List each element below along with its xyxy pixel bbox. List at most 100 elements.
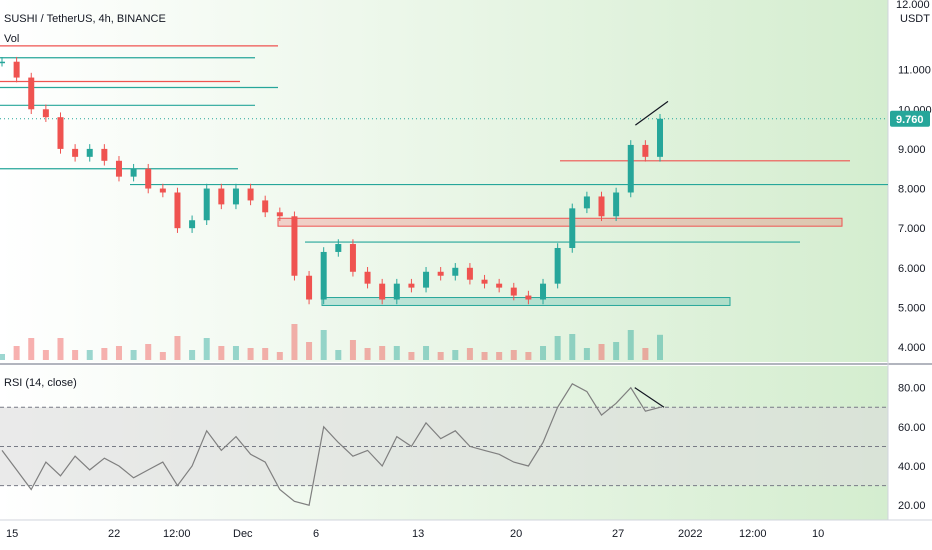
volume-bar (598, 344, 605, 360)
candle-body (437, 271, 444, 276)
volume-group (0, 324, 663, 360)
time-tick-label: 2022 (678, 528, 702, 540)
candle-body (72, 148, 79, 157)
price-tick-label: 5.000 (898, 302, 926, 314)
candle-body (525, 295, 532, 300)
candle-body (86, 148, 93, 157)
rsi-series-line (1, 383, 661, 506)
candle-body (481, 279, 488, 284)
price-tick-label: 4.000 (898, 342, 926, 354)
candle-body (203, 188, 210, 221)
volume-bar (642, 348, 649, 360)
volume-bar (174, 336, 181, 360)
candle-body (642, 144, 649, 157)
rsi-levels-group (0, 406, 888, 487)
price-tick-label: 6.000 (898, 263, 926, 275)
time-tick-label: 15 (6, 528, 18, 540)
volume-bar (481, 352, 488, 360)
rsi-series-group (1, 383, 661, 506)
volume-bar (262, 348, 269, 360)
time-tick-label: 20 (510, 528, 522, 540)
rsi-tick-label: 40.00 (898, 461, 926, 473)
candle-body (115, 160, 122, 177)
rsi-axis[interactable]: 80.00 60.00 40.00 20.00 (898, 383, 926, 513)
candle-body (262, 200, 269, 213)
volume-bar (291, 324, 298, 360)
volume-bar (28, 338, 35, 360)
candle-body (349, 244, 356, 272)
price-axis[interactable]: 11.00010.0009.0008.0007.0006.0005.0004.0… (898, 65, 932, 354)
volume-bar (349, 340, 356, 360)
time-tick-label: 13 (412, 528, 424, 540)
candle-body (42, 109, 49, 118)
candle-body (13, 61, 20, 78)
volume-bar (42, 350, 49, 360)
volume-bar (232, 346, 239, 360)
volume-bar (130, 350, 137, 360)
candle-body (159, 188, 166, 193)
volume-bar (423, 346, 430, 360)
candle-body (379, 283, 386, 300)
rsi-tick-label: 80.00 (898, 383, 926, 395)
symbol-title: SUSHI / TetherUS, 4h, BINANCE (4, 13, 166, 25)
volume-bar (627, 330, 634, 360)
volume-bar (569, 334, 576, 360)
rsi-trendline[interactable] (634, 387, 665, 408)
time-tick-label: 27 (612, 528, 624, 540)
volume-bar (72, 350, 79, 360)
candle-body (218, 188, 225, 205)
candle-body (276, 212, 283, 217)
rsi-label: RSI (14, close) (4, 377, 77, 389)
last-price-badge: 9.760 (896, 114, 924, 126)
volume-bar (525, 352, 532, 360)
volume-bar (335, 350, 342, 360)
trendlines-group (634, 100, 669, 408)
volume-bar (276, 352, 283, 360)
time-tick-label: Dec (233, 528, 253, 540)
volume-bar (613, 342, 620, 360)
price-zone[interactable] (277, 217, 843, 227)
last-price-badge-bg (890, 110, 930, 127)
top-label-partial: 12.000 (896, 0, 930, 11)
rsi-tick-label: 20.00 (898, 500, 926, 512)
volume-bar (145, 344, 152, 360)
candle-body (364, 271, 371, 284)
candle-body (613, 192, 620, 217)
volume-bar (0, 354, 5, 360)
candle-body (291, 216, 298, 276)
price-unit-label: USDT (900, 13, 930, 25)
candle-body (496, 283, 503, 288)
volume-label: Vol (4, 33, 19, 45)
volume-bar (320, 330, 327, 360)
volume-bar (657, 334, 663, 360)
time-tick-label: 6 (313, 528, 319, 540)
candle-body (466, 267, 473, 280)
candle-body (306, 275, 313, 300)
candle-body (174, 192, 181, 229)
time-tick-label: 12:00 (163, 528, 191, 540)
candle-body (569, 208, 576, 248)
candle-body (57, 117, 64, 149)
volume-bar (203, 338, 210, 360)
candle-body (335, 244, 342, 252)
volume-bar (115, 346, 122, 360)
time-axis[interactable]: 15 22 12:00 Dec 6 13 20 27 2022 12:00 10 (6, 528, 824, 540)
volume-bar (583, 348, 590, 360)
volume-bar (247, 348, 254, 360)
price-trendline[interactable] (635, 100, 669, 126)
candle-body (101, 148, 108, 161)
time-tick-label: 22 (108, 528, 120, 540)
volume-bar (437, 352, 444, 360)
time-tick-label: 10 (812, 528, 824, 540)
candle-body (540, 283, 547, 300)
candle-body (393, 283, 400, 300)
volume-bar (554, 336, 561, 360)
volume-bar (510, 350, 517, 360)
candle-body (130, 168, 137, 177)
price-tick-label: 9.000 (898, 144, 926, 156)
candle-body (320, 251, 327, 300)
volume-bar (466, 348, 473, 360)
candle-body (598, 196, 605, 217)
volume-bar (57, 338, 64, 360)
